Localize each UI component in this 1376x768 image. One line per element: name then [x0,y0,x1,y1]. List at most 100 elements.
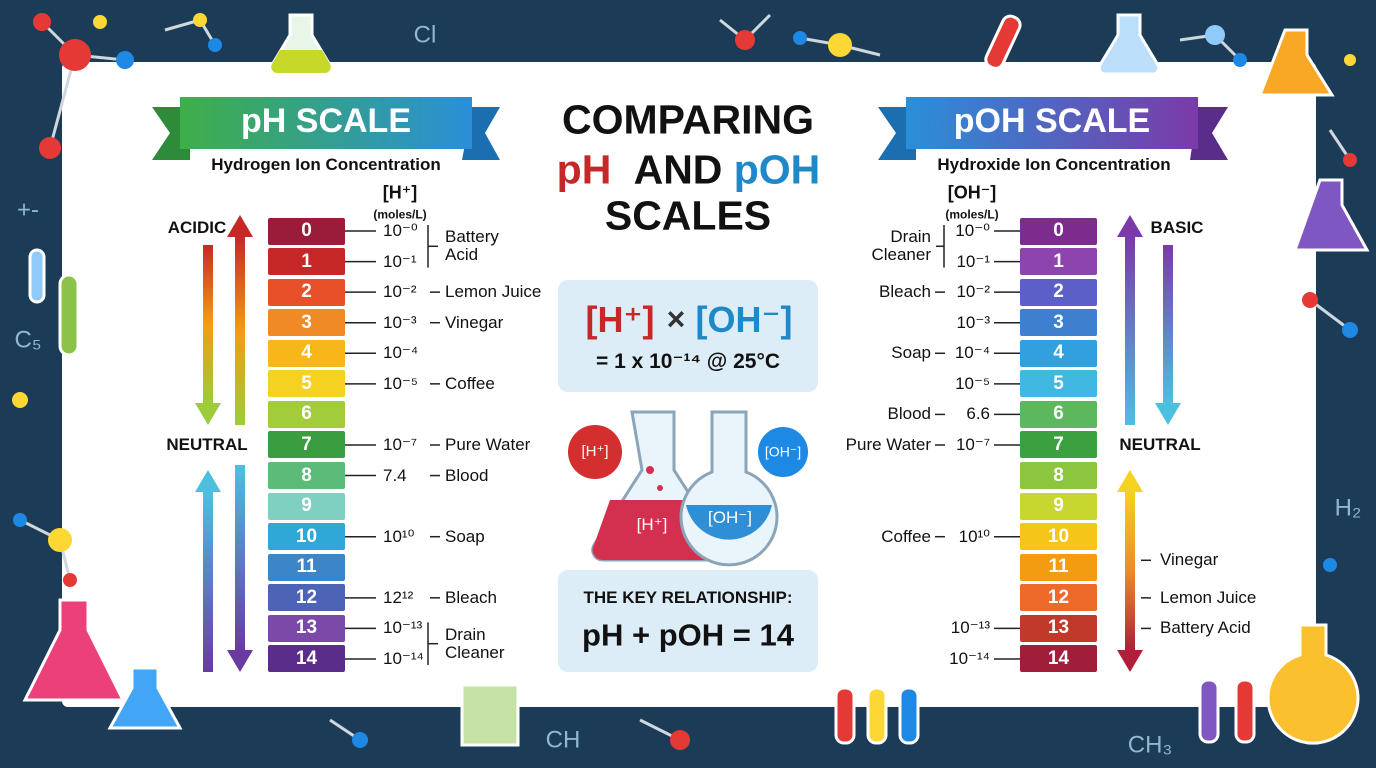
example: Vinegar [445,312,504,332]
title-poh: pOH [733,146,821,193]
example: Pure Water [445,435,531,455]
equation-h: [H⁺] [585,299,655,341]
ph-banner [152,97,500,160]
example: Blood [887,404,931,424]
concentration: 10⁻¹⁴ [383,649,424,669]
title-and: AND [633,146,723,193]
scale-level: 8 [268,462,345,490]
example: Blood [445,465,489,485]
subtitle: Hydrogen Ion Concentration [211,155,441,175]
scale-level: 4 [1020,339,1097,367]
title: SCALES [604,192,772,239]
concentration: 10⁻⁷ [383,435,418,455]
decoration-text: H₂ [1334,494,1362,522]
scale-level: 11 [1020,553,1097,581]
equation-box [558,280,818,392]
flask-label: [OH⁻] [708,508,752,528]
concentration: 10⁻² [956,282,990,302]
decoration-text: CH [545,726,581,754]
scale-level: 1 [1020,248,1097,276]
concentration: 10⁻¹⁴ [949,649,990,669]
side-label: NEUTRAL [1119,435,1201,455]
example: Lemon Juice [445,282,542,302]
example: Vinegar [1160,550,1219,570]
scale-level: 14 [1020,645,1097,673]
example: Coffee [445,373,495,393]
flask-label: [H⁺] [636,515,668,535]
banner-title: pH SCALE [241,102,411,141]
concentration: 10⁻² [383,282,417,302]
concentration: 10⁻⁵ [955,373,990,393]
equation-result: = 1 x 10⁻¹⁴ @ 25°C [595,349,781,373]
column-header: [OH⁻] [947,182,997,203]
example: Battery Acid [1160,618,1251,638]
example: Lemon Juice [1160,587,1257,607]
example: Soap [891,343,931,363]
concentration: 10⁻¹ [383,251,417,271]
scale-level: 8 [1020,462,1097,490]
bubble-label: [OH⁻] [764,443,802,460]
concentration: 10⁻¹³ [383,618,423,638]
example: Battery Acid [445,227,499,265]
decoration-text: Cl [413,21,437,49]
scale-level: 13 [1020,614,1097,642]
scale-level: 5 [1020,370,1097,398]
scale-level: 6 [268,400,345,428]
scale-level: 10 [268,523,345,551]
example: Bleach [879,282,931,302]
decoration-text: CH₃ [1127,731,1173,759]
concentration: 10¹⁰ [958,526,990,546]
side-label: ACIDIC [167,218,227,238]
scale-level: 0 [1020,217,1097,245]
scale-level: 4 [268,339,345,367]
concentration: 10⁻⁰ [383,221,418,241]
scale-level: 7 [268,431,345,459]
scale-level: 3 [1020,309,1097,337]
column-header: [H⁺] [382,182,418,203]
scale-level: 1 [268,248,345,276]
poh-arrows [1117,215,1181,672]
example: Bleach [445,587,497,607]
scale-level: 6 [1020,400,1097,428]
concentration: 12¹² [383,587,414,607]
bubble-label: [H⁺] [581,443,609,461]
example: Coffee [881,526,931,546]
concentration: 10⁻⁴ [383,343,419,363]
concentration: 10⁻⁷ [955,435,990,455]
example: Soap [445,526,485,546]
concentration: 10⁻¹ [956,251,990,271]
concentration: 10⁻⁰ [955,221,990,241]
key-heading: THE KEY RELATIONSHIP: [583,588,793,608]
scale-level: 14 [268,645,345,673]
decoration-text: +- [16,196,40,224]
concentration: 10⁻⁵ [383,373,418,393]
concentration: 10¹⁰ [383,526,415,546]
example: Drain Cleaner [445,624,505,662]
scale-level: 2 [1020,278,1097,306]
scale-level: 7 [1020,431,1097,459]
scale-level: 5 [268,370,345,398]
scale-level: 13 [268,614,345,642]
scale-level: 10 [1020,523,1097,551]
key-box [558,570,818,672]
scale-level: 2 [268,278,345,306]
title: COMPARING [561,96,815,143]
side-label: BASIC [1150,218,1204,238]
poh-banner [878,97,1228,160]
example: Drain Cleaner [871,227,931,265]
equation-oh: [OH⁻] [695,299,793,341]
scale-level: 12 [268,584,345,612]
title-ph: pH [556,146,612,193]
scale-level: 9 [268,492,345,520]
unit: (moles/L) [945,207,999,222]
concentration: 10⁻³ [383,312,417,332]
scale-level: 11 [268,553,345,581]
scale-level: 0 [268,217,345,245]
unit: (moles/L) [373,207,427,222]
ph-arrows [195,215,253,672]
concentration: 7.4 [383,465,407,485]
concentration: 10⁻¹³ [950,618,990,638]
scale-level: 12 [1020,584,1097,612]
